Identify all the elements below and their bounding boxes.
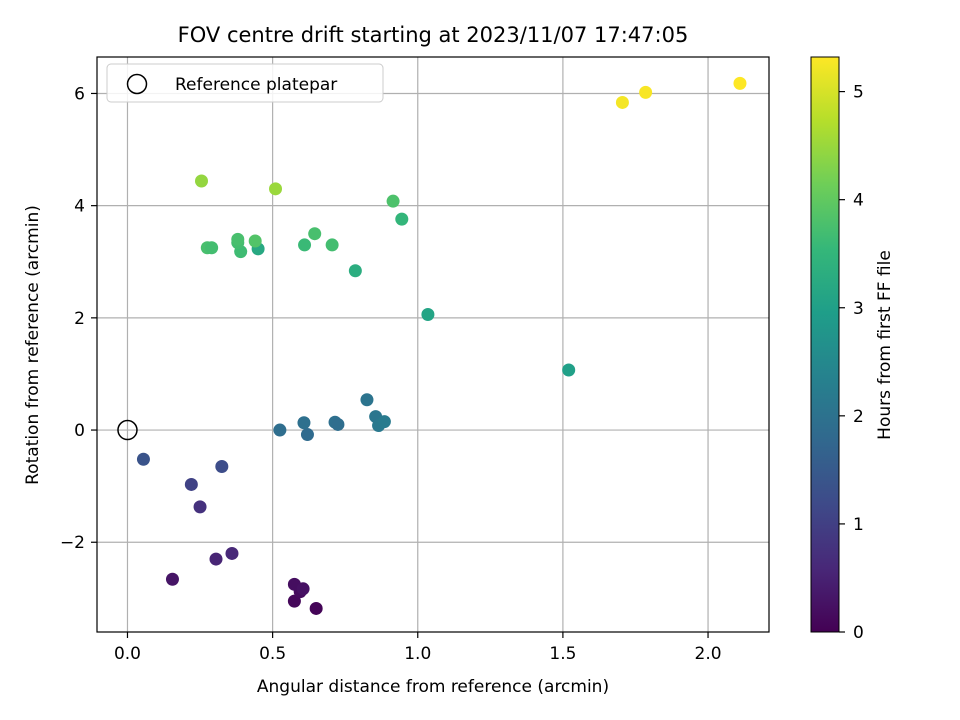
colorbar-label: Hours from first FF file (875, 250, 895, 440)
data-point (195, 174, 209, 188)
x-tick-label: 0.5 (259, 644, 286, 664)
colorbar-tick-label: 3 (853, 299, 864, 319)
x-axis-ticks: 0.0 0.5 1.0 1.5 2.0 (114, 632, 722, 664)
colorbar: 0 1 2 3 4 5 Hours from first FF file (810, 56, 895, 643)
data-point (386, 194, 400, 208)
colorbar-tick-label: 0 (853, 623, 864, 643)
data-point (231, 232, 245, 246)
data-point (165, 572, 179, 586)
data-point (184, 477, 198, 491)
data-points (136, 76, 747, 615)
data-point (377, 415, 391, 429)
data-point (205, 241, 219, 255)
legend-label-reference: Reference platepar (175, 75, 337, 95)
plot-area (97, 57, 769, 632)
data-point (733, 76, 747, 90)
x-axis-label: Angular distance from reference (arcmin) (257, 677, 609, 697)
colorbar-ticks: 0 1 2 3 4 5 (839, 83, 864, 643)
legend-box (106, 63, 384, 103)
data-point (287, 594, 301, 608)
data-point (348, 264, 362, 278)
y-tick-label: 6 (74, 84, 85, 104)
data-point (615, 95, 629, 109)
data-point (193, 500, 207, 514)
data-point (298, 238, 312, 252)
data-point (215, 460, 229, 474)
legend-marker-reference (126, 73, 148, 95)
reference-marker (117, 419, 138, 441)
data-point (248, 234, 262, 248)
data-point (225, 546, 239, 560)
data-point (562, 363, 576, 377)
data-point (209, 552, 223, 566)
data-point (325, 238, 339, 252)
y-axis-label: Rotation from reference (arcmin) (23, 205, 43, 485)
x-tick-label: 2.0 (695, 644, 722, 664)
data-point (136, 452, 150, 466)
data-point (395, 212, 409, 226)
data-point (639, 85, 653, 99)
legend: Reference platepar (106, 63, 384, 103)
chart-title: FOV centre drift starting at 2023/11/07 … (178, 23, 689, 47)
data-point (297, 416, 311, 430)
colorbar-tick-label: 1 (853, 515, 864, 535)
x-tick-label: 0.0 (114, 644, 141, 664)
data-point (296, 582, 310, 596)
y-tick-label: 4 (74, 197, 85, 217)
grid-lines (97, 57, 769, 632)
data-point (360, 393, 374, 407)
reference-platepar-point (117, 419, 138, 441)
colorbar-tick-label: 5 (853, 83, 864, 103)
data-point (269, 182, 283, 196)
plot-frame (96, 56, 770, 633)
data-point (308, 227, 322, 241)
x-tick-label: 1.5 (549, 644, 576, 664)
data-point (421, 307, 435, 321)
colorbar-tick-label: 4 (853, 191, 864, 211)
colorbar-gradient (810, 56, 840, 633)
y-tick-label: 0 (74, 421, 85, 441)
data-point (309, 601, 323, 615)
data-point (300, 428, 314, 442)
colorbar-tick-label: 2 (853, 407, 864, 427)
x-tick-label: 1.0 (404, 644, 431, 664)
y-tick-label: 2 (74, 309, 85, 329)
y-tick-label: −2 (60, 533, 85, 553)
data-point (273, 423, 287, 437)
data-point (331, 417, 345, 431)
y-axis-ticks: −2 0 2 4 6 (60, 84, 97, 553)
